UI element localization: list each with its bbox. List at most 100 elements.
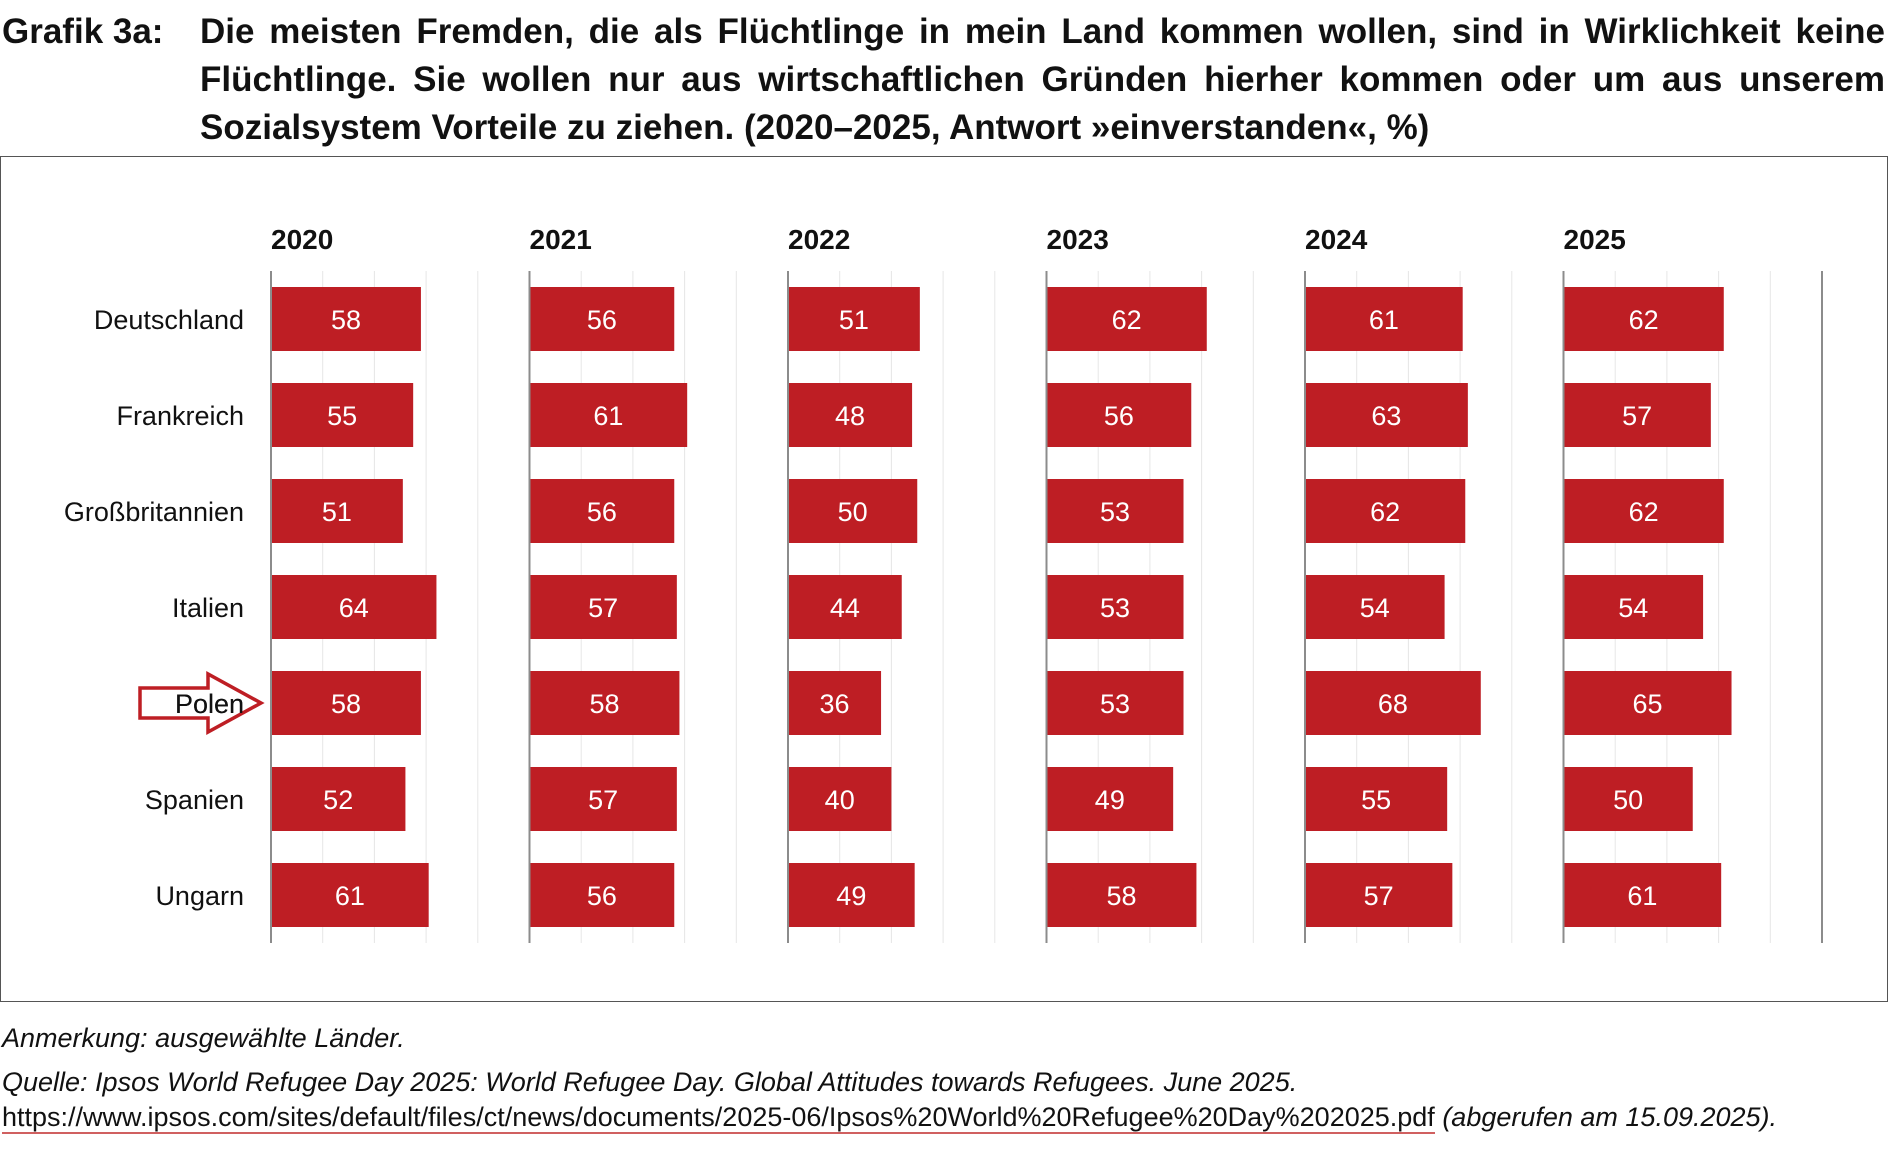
- source-text: Quelle: Ipsos World Refugee Day 2025: Wo…: [2, 1067, 1298, 1097]
- panel-header-2025: 2025: [1564, 224, 1626, 255]
- bar-2021-Polen: [530, 671, 680, 735]
- category-label: Spanien: [145, 785, 244, 815]
- category-label-highlighted: Polen: [175, 689, 244, 719]
- bar-value-label: 57: [588, 593, 618, 623]
- category-label: Polen: [175, 689, 244, 719]
- bar-value-label: 50: [838, 497, 868, 527]
- bar-value-label: 55: [1361, 785, 1391, 815]
- category-label: Deutschland: [94, 305, 244, 335]
- panel-header-2020: 2020: [271, 224, 333, 255]
- panel-header-2023: 2023: [1047, 224, 1109, 255]
- bar-value-label: 62: [1370, 497, 1400, 527]
- bar-2024-Italien: [1306, 575, 1445, 639]
- bar-2020-Italien: [272, 575, 437, 639]
- bar-2022-Spanien: [789, 767, 892, 831]
- bar-value-label: 58: [1106, 881, 1136, 911]
- bar-value-label: 48: [835, 401, 865, 431]
- bar-2024-Spanien: [1306, 767, 1448, 831]
- chart-source: Quelle: Ipsos World Refugee Day 2025: Wo…: [2, 1065, 1888, 1135]
- bar-2025-Polen: [1564, 671, 1732, 735]
- bar-2020-Deutschland: [272, 287, 421, 351]
- bar-2025-Spanien: [1564, 767, 1693, 831]
- highlight-arrow-icon: [138, 671, 265, 735]
- bar-2023-Spanien: [1047, 767, 1174, 831]
- bar-value-label: 64: [339, 593, 369, 623]
- source-accessed: (abgerufen am 15.09.2025).: [1442, 1102, 1778, 1132]
- bar-2025-Großbritannien: [1564, 479, 1724, 543]
- bar-value-label: 51: [322, 497, 352, 527]
- chart-note: Anmerkung: ausgewählte Länder.: [2, 1023, 405, 1053]
- panel-header-2021: 2021: [530, 224, 592, 255]
- bar-value-label: 50: [1613, 785, 1643, 815]
- bar-value-label: 58: [589, 689, 619, 719]
- source-url[interactable]: https://www.ipsos.com/sites/default/file…: [2, 1102, 1435, 1134]
- bar-value-label: 51: [839, 305, 869, 335]
- bar-value-label: 40: [825, 785, 855, 815]
- bar-value-label: 54: [1618, 593, 1648, 623]
- figure-label: Grafik 3a:: [2, 12, 164, 51]
- bar-2020-Spanien: [272, 767, 406, 831]
- bar-value-label: 65: [1632, 689, 1662, 719]
- bar-value-label: 58: [331, 305, 361, 335]
- bar-value-label: 56: [587, 881, 617, 911]
- bar-value-label: 61: [593, 401, 623, 431]
- bar-value-label: 36: [820, 689, 850, 719]
- bar-value-label: 62: [1112, 305, 1142, 335]
- bar-2020-Großbritannien: [272, 479, 403, 543]
- bar-value-label: 55: [327, 401, 357, 431]
- bar-value-label: 62: [1629, 305, 1659, 335]
- bar-2024-Frankreich: [1306, 383, 1468, 447]
- bar-2023-Ungarn: [1047, 863, 1197, 927]
- bar-value-label: 56: [587, 305, 617, 335]
- bar-value-label: 68: [1378, 689, 1408, 719]
- bar-value-label: 53: [1100, 689, 1130, 719]
- bar-2025-Italien: [1564, 575, 1704, 639]
- bar-value-label: 44: [830, 593, 860, 623]
- bar-2021-Frankreich: [530, 383, 688, 447]
- bar-2023-Italien: [1047, 575, 1184, 639]
- bar-value-label: 61: [1369, 305, 1399, 335]
- bar-value-label: 58: [331, 689, 361, 719]
- category-label: Italien: [172, 593, 244, 623]
- bar-2021-Italien: [530, 575, 677, 639]
- bar-value-label: 63: [1371, 401, 1401, 431]
- bar-value-label: 53: [1100, 593, 1130, 623]
- bar-2024-Polen: [1306, 671, 1481, 735]
- bar-value-label: 57: [1364, 881, 1394, 911]
- bar-2025-Frankreich: [1564, 383, 1711, 447]
- bar-2020-Ungarn: [272, 863, 429, 927]
- bar-value-label: 49: [1095, 785, 1125, 815]
- chart-header: Grafik 3a: Die meisten Fremden, die als …: [0, 8, 1890, 148]
- bar-value-label: 62: [1629, 497, 1659, 527]
- panel-header-2024: 2024: [1305, 224, 1368, 255]
- chart-frame: 2020 2021 2022 2023 2024 2025 Deutschland Frank…: [0, 156, 1888, 1002]
- bar-chart: 2020 2021 2022 2023 2024 2025 Deutschland Frank…: [64, 224, 1823, 943]
- bar-2023-Frankreich: [1047, 383, 1192, 447]
- bar-value-label: 57: [1622, 401, 1652, 431]
- bar-2020-Frankreich: [272, 383, 414, 447]
- bar-2024-Ungarn: [1306, 863, 1453, 927]
- bar-value-label: 54: [1360, 593, 1390, 623]
- bar-2020-Polen: [272, 671, 421, 735]
- bar-2022-Polen: [789, 671, 882, 735]
- bar-2023-Deutschland: [1047, 287, 1207, 351]
- bar-value-label: 61: [1627, 881, 1657, 911]
- bar-2022-Deutschland: [789, 287, 920, 351]
- chart-title: Die meisten Fremden, die als Flüchtlinge…: [200, 12, 1885, 147]
- bar-2021-Deutschland: [530, 287, 675, 351]
- bar-2021-Großbritannien: [530, 479, 675, 543]
- bar-2022-Großbritannien: [789, 479, 918, 543]
- bar-2024-Großbritannien: [1306, 479, 1466, 543]
- bar-2025-Ungarn: [1564, 863, 1722, 927]
- bar-2024-Deutschland: [1306, 287, 1463, 351]
- bar-value-label: 57: [588, 785, 618, 815]
- category-label: Großbritannien: [64, 497, 244, 527]
- bar-2021-Ungarn: [530, 863, 675, 927]
- bar-2022-Frankreich: [789, 383, 913, 447]
- bar-2021-Spanien: [530, 767, 677, 831]
- panel-header-2022: 2022: [788, 224, 850, 255]
- category-label: Frankreich: [116, 401, 244, 431]
- bar-value-label: 56: [1104, 401, 1134, 431]
- bar-value-label: 61: [335, 881, 365, 911]
- bar-value-label: 53: [1100, 497, 1130, 527]
